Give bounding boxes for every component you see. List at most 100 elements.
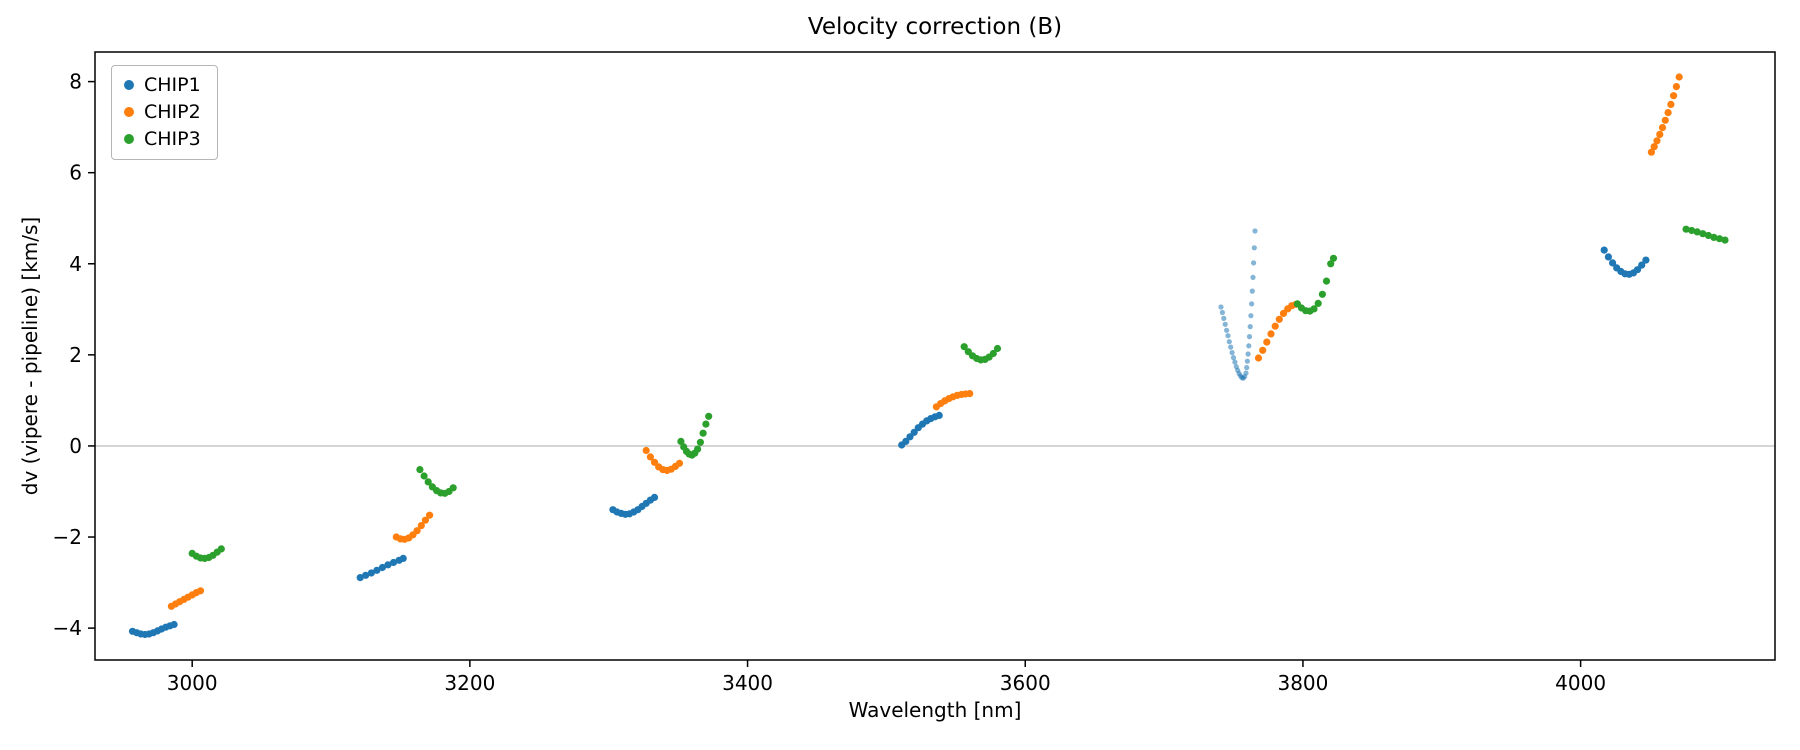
data-point (170, 620, 178, 629)
data-point (989, 349, 997, 358)
data-point (1314, 299, 1322, 307)
data-point (966, 390, 974, 398)
data-point (1609, 259, 1617, 267)
data-point (367, 569, 375, 577)
data-point (1219, 309, 1225, 316)
x-tick-label: 3000 (167, 671, 218, 695)
data-point (1310, 305, 1318, 313)
data-point (935, 411, 943, 419)
data-point (1229, 350, 1235, 356)
data-point (1604, 253, 1612, 261)
data-point (1667, 100, 1675, 108)
x-tick-label: 3800 (1277, 671, 1328, 695)
data-point (1661, 116, 1669, 124)
data-point (449, 484, 457, 492)
data-point (1710, 233, 1718, 241)
data-point (910, 428, 918, 436)
y-tick-label: 0 (69, 434, 82, 458)
data-point (1670, 92, 1678, 100)
data-point (399, 554, 407, 563)
data-point (650, 493, 659, 501)
data-point (1650, 143, 1658, 151)
data-point (1721, 236, 1729, 244)
chart-title: Velocity correction (B) (807, 14, 1063, 40)
data-point (1254, 354, 1263, 362)
data-point (1318, 290, 1326, 298)
data-point (702, 420, 710, 428)
data-point (1252, 228, 1258, 234)
data-point (1226, 339, 1232, 345)
data-point (373, 566, 381, 574)
data-point (993, 344, 1002, 353)
y-tick-label: 2 (69, 343, 82, 367)
data-point (1704, 231, 1712, 240)
data-point (1250, 274, 1256, 280)
data-point (362, 571, 370, 579)
data-point (1633, 266, 1642, 274)
data-point (699, 429, 707, 437)
data-point (1682, 225, 1690, 233)
data-point (378, 563, 386, 572)
data-point (902, 437, 910, 445)
data-point (1322, 277, 1331, 285)
data-point (424, 478, 432, 486)
data-point (646, 453, 655, 461)
data-point (384, 561, 392, 569)
data-point (1271, 322, 1279, 330)
data-point (1244, 358, 1250, 364)
data-point (694, 445, 702, 453)
data-point (1656, 130, 1664, 138)
data-point (1675, 73, 1683, 81)
y-tick-label: 6 (69, 161, 82, 185)
data-point (1279, 309, 1288, 317)
legend-marker (124, 80, 134, 91)
data-point (1693, 228, 1701, 236)
data-point (417, 522, 425, 530)
data-point (1664, 109, 1672, 117)
data-point (196, 587, 205, 595)
data-point (1267, 330, 1275, 338)
data-point (1699, 230, 1707, 238)
legend-item-chip3: CHIP3 (124, 127, 201, 150)
data-point (1638, 261, 1646, 269)
data-point (426, 511, 434, 519)
x-tick-label: 3400 (722, 671, 773, 695)
legend-item-chip2: CHIP2 (124, 100, 201, 123)
data-point (413, 527, 421, 535)
data-point (1232, 359, 1238, 365)
data-point (1600, 246, 1608, 254)
y-tick-label: −4 (53, 616, 82, 640)
data-point (1221, 315, 1227, 321)
data-point (1647, 148, 1655, 156)
data-point (1246, 343, 1252, 349)
legend-label: CHIP1 (144, 74, 201, 96)
data-point (217, 545, 225, 553)
y-axis-label: dv (vipere - pipeline) [km/s] (18, 216, 42, 496)
data-point (696, 438, 705, 446)
legend-label: CHIP2 (144, 100, 201, 123)
data-point (1658, 124, 1667, 132)
data-point (1688, 226, 1696, 235)
data-point (1224, 327, 1230, 333)
data-point (389, 558, 398, 567)
legend-label: CHIP3 (144, 127, 201, 150)
data-point (1246, 334, 1253, 340)
x-tick-label: 4000 (1555, 671, 1606, 695)
data-point (1327, 260, 1335, 268)
data-point (1275, 315, 1283, 323)
data-point (421, 516, 429, 524)
data-point (1259, 346, 1267, 354)
y-tick-label: −2 (53, 525, 82, 549)
data-point (1247, 324, 1253, 330)
data-point (1218, 304, 1224, 310)
data-point (1243, 370, 1249, 376)
legend-item-chip1: CHIP1 (124, 75, 201, 96)
data-point (1251, 245, 1257, 251)
data-point (1251, 260, 1257, 266)
data-point (677, 437, 685, 445)
data-point (1715, 235, 1724, 243)
data-point (1230, 355, 1237, 361)
legend-marker (124, 134, 134, 145)
data-point (1653, 137, 1661, 145)
